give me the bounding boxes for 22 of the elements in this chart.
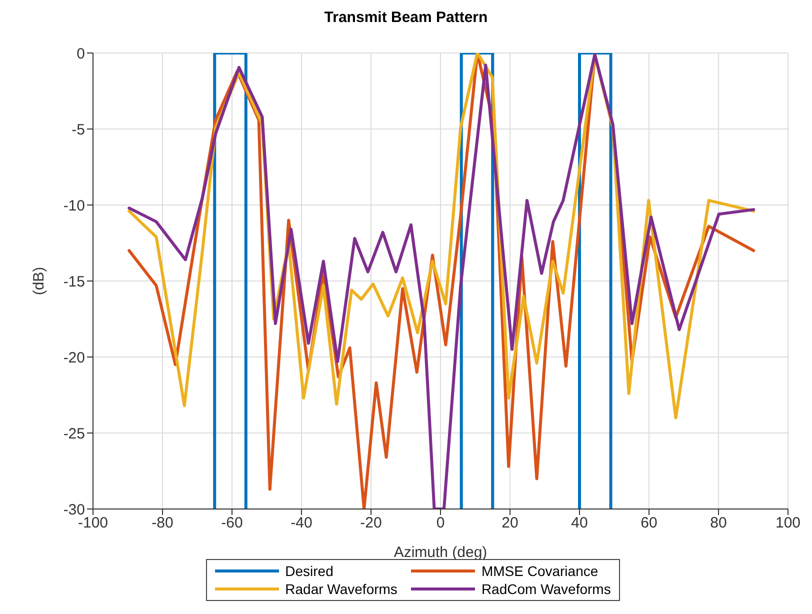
y-tick-label: 0	[76, 45, 85, 62]
y-axis-title: (dB)	[30, 266, 48, 296]
x-tick-label: 20	[502, 514, 518, 532]
y-tick-label: -15	[63, 273, 85, 290]
y-tick-label: -5	[72, 121, 85, 138]
x-tick-label: -40	[290, 514, 312, 532]
x-tick-label: -20	[360, 514, 382, 532]
y-tick-label: -20	[63, 349, 85, 366]
legend-label: Radar Waveforms	[285, 580, 398, 598]
y-tick-label: -10	[63, 197, 85, 214]
legend-label: RadCom Waveforms	[481, 580, 611, 598]
x-tick-label: 60	[640, 514, 658, 532]
x-tick-label: 40	[571, 514, 588, 532]
x-tick-label: -80	[152, 514, 174, 532]
x-tick-label: -60	[221, 514, 243, 532]
y-tick-label: -25	[63, 425, 85, 442]
legend-label: MMSE Covariance	[481, 562, 598, 580]
x-tick-label: 100	[775, 514, 801, 532]
x-tick-label: 80	[710, 514, 727, 532]
x-tick-label: 0	[436, 514, 445, 532]
legend-label: Desired	[285, 562, 334, 580]
chart-title: Transmit Beam Pattern	[323, 8, 489, 28]
